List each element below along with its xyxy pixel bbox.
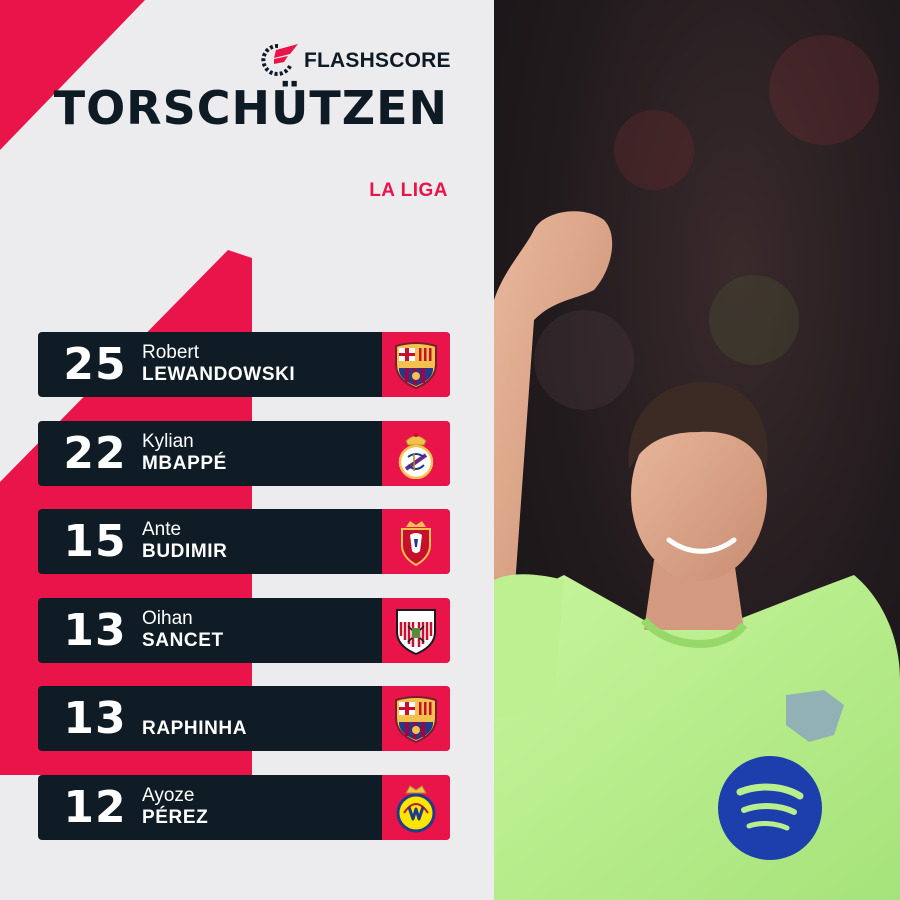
player-last-name: MBAPPÉ: [142, 452, 227, 474]
goal-count: 12: [63, 781, 127, 833]
player-first-name: [142, 696, 378, 718]
player-name: Kylian MBAPPÉ: [142, 431, 378, 475]
goal-count: 13: [63, 604, 127, 656]
player-name: Oihan SANCET: [142, 608, 378, 652]
club-crest: [382, 774, 450, 840]
player-name: Ayoze PÉREZ: [142, 785, 378, 829]
goal-count: 25: [63, 339, 127, 390]
player-first-name: Robert: [142, 342, 200, 363]
osasuna-crest-icon: [401, 521, 431, 567]
player-last-name: SANCET: [142, 629, 224, 651]
player-first-name: Ayoze: [142, 784, 195, 806]
flashscore-brand: FLASHSCORE: [258, 42, 458, 78]
goal-count: 13: [63, 693, 127, 744]
scorer-row: 15 Ante BUDIMIR: [38, 509, 450, 574]
player-first-name: Oihan: [142, 607, 193, 629]
flashscore-logo-icon: [261, 43, 298, 76]
player-name: Ante BUDIMIR: [142, 519, 378, 563]
scorer-list: 25 Robert LEWANDOWSKI: [38, 332, 450, 863]
fc-barcelona-crest-icon: [395, 696, 437, 744]
villarreal-crest-icon: [396, 784, 436, 832]
athletic-club-crest-icon: [396, 608, 436, 655]
real-madrid-crest-icon: [398, 432, 434, 479]
player-name: RAPHINHA: [142, 696, 378, 740]
league-label: LA LIGA: [369, 180, 448, 201]
scorer-row: 13 Oihan SANCET: [38, 597, 450, 663]
goal-count: 15: [63, 516, 127, 567]
player-first-name: Ante: [142, 519, 182, 540]
fc-barcelona-crest-icon: [395, 342, 437, 390]
player-last-name: RAPHINHA: [142, 718, 248, 739]
scorer-row: 12 Ayoze PÉREZ: [38, 774, 450, 840]
page-title: TORSCHÜTZEN: [53, 81, 448, 135]
club-crest: [382, 509, 450, 574]
brand-name: FLASHSCORE: [304, 49, 451, 72]
club-crest: [382, 686, 450, 751]
player-last-name: BUDIMIR: [142, 541, 228, 562]
scorer-row: 22 Kylian MBAPPÉ: [38, 420, 450, 486]
player-photo: [494, 0, 900, 900]
player-name: Robert LEWANDOWSKI: [142, 342, 378, 386]
club-crest: [382, 420, 450, 486]
player-last-name: PÉREZ: [142, 806, 209, 828]
player-first-name: Kylian: [142, 430, 194, 452]
club-crest: [382, 332, 450, 397]
player-last-name: LEWANDOWSKI: [142, 364, 296, 385]
scorer-row: 25 Robert LEWANDOWSKI: [38, 332, 450, 397]
club-crest: [382, 597, 450, 663]
goal-count: 22: [63, 427, 127, 479]
scorer-row: 13 RAPHINHA: [38, 686, 450, 751]
